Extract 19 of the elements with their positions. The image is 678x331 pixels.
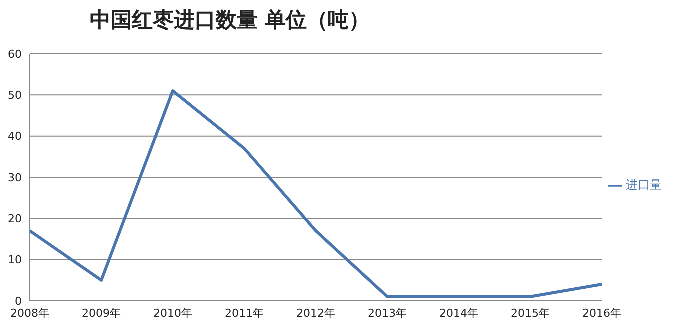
y-tick-label: 60 [8,48,22,61]
y-tick-label: 10 [8,254,22,267]
x-tick-label: 2011年 [225,306,264,320]
x-tick-label: 2008年 [10,306,50,320]
line-series [28,90,604,298]
legend-label: 进口量 [626,178,662,192]
y-tick-label: 0 [15,294,22,308]
x-tick-label: 2015年 [511,306,550,320]
y-tick-label: 30 [8,171,22,184]
x-tick-label: 2010年 [154,306,192,320]
x-tick-label: 2014年 [440,306,478,320]
x-tick-label: 2012年 [296,306,336,320]
x-tick-label: 2013年 [368,306,407,320]
y-tick-label: 50 [8,89,22,102]
chart-title: 中国红枣进口数量 单位（吨） [88,7,372,34]
x-tick-label: 2009年 [82,306,121,320]
y-tick-label: 40 [8,130,22,144]
x-tick-label: 2016年 [582,306,622,320]
y-tick-label: 20 [8,212,22,226]
